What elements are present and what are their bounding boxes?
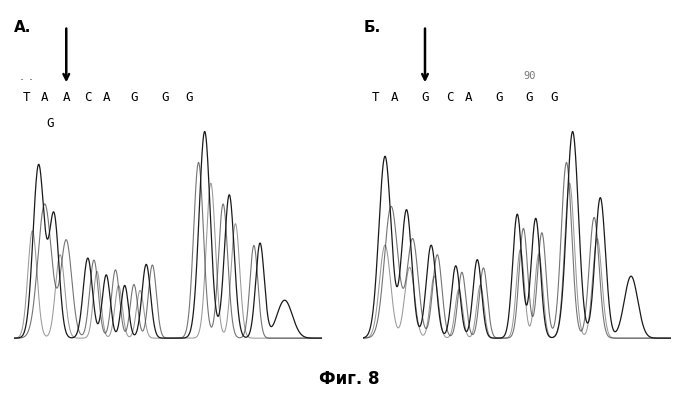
Text: ·: · [20, 74, 24, 88]
Text: C: C [446, 91, 454, 104]
Text: A: A [62, 91, 70, 104]
Text: А.: А. [14, 20, 31, 35]
Text: G: G [421, 91, 428, 104]
Text: A: A [103, 91, 110, 104]
Text: G: G [185, 91, 193, 104]
Text: A: A [464, 91, 472, 104]
Text: C: C [84, 91, 92, 104]
Text: G: G [495, 91, 503, 104]
Text: G: G [130, 91, 138, 104]
Text: A: A [41, 91, 48, 104]
Text: T: T [372, 91, 380, 104]
Text: G: G [161, 91, 168, 104]
Text: 90: 90 [524, 71, 536, 81]
Text: Фиг. 8: Фиг. 8 [319, 370, 380, 388]
Text: Б.: Б. [363, 20, 381, 35]
Text: T: T [22, 91, 30, 104]
Text: G: G [526, 91, 533, 104]
Text: ·: · [29, 74, 32, 88]
Text: G: G [550, 91, 558, 104]
Text: G: G [47, 117, 54, 130]
Text: A: A [391, 91, 398, 104]
